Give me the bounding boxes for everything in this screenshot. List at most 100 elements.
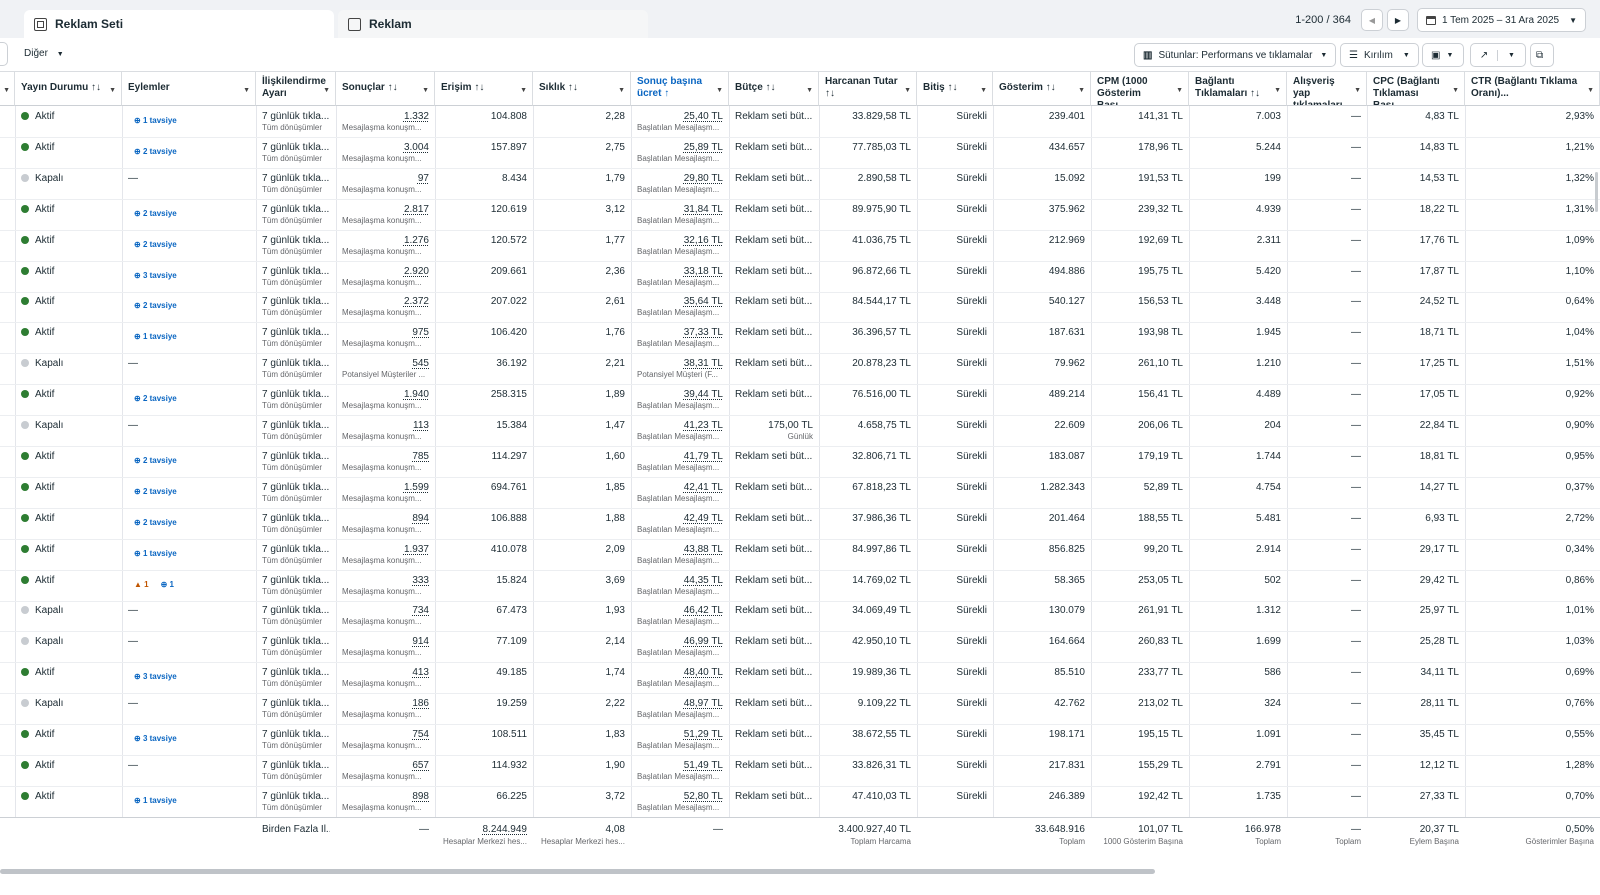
table-row[interactable]: Aktif ⊕ 2 tavsiye 7 günlük tıkla... Tüm dön…	[0, 447, 1600, 478]
table-row[interactable]: Aktif ⊕ 2 tavsiye 7 günlük tıkla... Tüm dön…	[0, 509, 1600, 540]
cell-cpr[interactable]: 41,23 TL	[683, 420, 723, 431]
table-row[interactable]: Aktif ⊕ 2 tavsiye 7 günlük tıkla... Tüm dön…	[0, 200, 1600, 231]
cell-actions[interactable]: ⊕ 2 tavsiye	[134, 239, 244, 251]
cell-cpr[interactable]: 25,40 TL	[683, 111, 723, 122]
cell-actions[interactable]: ⊕ 3 tavsiye	[134, 671, 244, 683]
recommendation-badge[interactable]: ⊕ 2 tavsiye	[134, 209, 177, 218]
table-row[interactable]: Aktif ⊕ 3 tavsiye 7 günlük tıkla... Tüm dön…	[0, 663, 1600, 695]
cell-results[interactable]: 975	[412, 327, 429, 339]
column-header-reach[interactable]: Erişim ↑↓ ▼	[435, 72, 533, 106]
cell-cpr[interactable]: 44,35 TL	[683, 574, 723, 586]
cell-cpr[interactable]: 31,84 TL	[683, 203, 723, 215]
column-header-cpm[interactable]: CPM (1000 Gösterim Başı... ▼	[1091, 72, 1189, 106]
table-row[interactable]: Aktif ⊕ 1 tavsiye 7 günlük tıkla... Tüm dön…	[0, 107, 1600, 138]
table-row[interactable]: Aktif ⊕ 1 tavsiye 7 günlük tıkla... Tüm dön…	[0, 787, 1600, 818]
left-panel-edge[interactable]	[0, 42, 8, 66]
cell-results[interactable]: 898	[412, 790, 429, 802]
cell-results[interactable]: 333	[412, 574, 429, 586]
horizontal-scrollbar[interactable]	[0, 869, 1155, 874]
vertical-scrollbar[interactable]	[1595, 172, 1598, 212]
table-row[interactable]: Kapalı — 7 günlük tıkla... Tüm dönüşümler 11…	[0, 416, 1600, 447]
chart-toggle-button[interactable]: ⧉	[1530, 43, 1554, 67]
cell-results[interactable]: 97	[417, 172, 429, 184]
cell-cpr[interactable]: 42,49 TL	[683, 512, 723, 524]
cell-cpr[interactable]: 35,64 TL	[683, 296, 723, 308]
cell-results[interactable]: 413	[412, 667, 429, 679]
recommendation-badge[interactable]: ⊕ 2 tavsiye	[134, 240, 177, 249]
recommendation-badge[interactable]: ⊕ 2 tavsiye	[134, 301, 177, 310]
recommendation-badge[interactable]: ⊕ 2 tavsiye	[134, 456, 177, 465]
next-page-button[interactable]: ▶	[1386, 9, 1409, 31]
tab-reklam-seti[interactable]: Reklam Seti	[24, 10, 334, 38]
recommendation-badge[interactable]: ⊕ 1 tavsiye	[134, 796, 177, 805]
select-column-header[interactable]: ▼	[0, 72, 15, 106]
table-row[interactable]: Aktif ⊕ 2 tavsiye 7 günlük tıkla... Tüm dön…	[0, 292, 1600, 324]
cell-results[interactable]: 657	[412, 759, 429, 771]
cell-actions[interactable]: ▲ 1 ⊕ 1	[134, 579, 244, 591]
cell-results[interactable]: 1.276	[403, 234, 429, 246]
cell-cpr[interactable]: 48,40 TL	[683, 667, 723, 679]
cell-actions[interactable]: ⊕ 2 tavsiye	[134, 486, 244, 498]
cell-actions[interactable]: ⊕ 1 tavsiye	[134, 115, 244, 127]
recommendation-badge[interactable]: ⊕ 3 tavsiye	[134, 271, 177, 280]
cell-actions[interactable]: ⊕ 2 tavsiye	[134, 455, 244, 467]
cell-results[interactable]: 186	[412, 698, 429, 710]
column-header-ctr[interactable]: CTR (Bağlantı Tıklama Oranı)... ▼	[1465, 72, 1600, 106]
cell-cpr[interactable]: 38,31 TL	[683, 358, 723, 370]
cell-actions[interactable]: ⊕ 2 tavsiye	[134, 208, 244, 220]
column-header-budget[interactable]: Bütçe ↑↓ ▼	[729, 72, 819, 106]
cell-results[interactable]: 2.817	[403, 203, 429, 215]
cell-results[interactable]: 754	[412, 729, 429, 740]
cell-results[interactable]: 3.004	[403, 141, 429, 153]
cell-cpr[interactable]: 29,80 TL	[683, 172, 723, 184]
column-header-actions[interactable]: Eylemler ▼	[122, 72, 256, 106]
cell-results[interactable]: 545	[412, 358, 429, 370]
table-row[interactable]: Aktif ⊕ 3 tavsiye 7 günlük tıkla... Tüm dön…	[0, 262, 1600, 293]
cell-results[interactable]: 1.599	[403, 481, 429, 493]
table-row[interactable]: Aktif — 7 günlük tıkla... Tüm dönüşümler 657…	[0, 756, 1600, 787]
table-row[interactable]: Kapalı — 7 günlük tıkla... Tüm dönüşümler 54…	[0, 354, 1600, 386]
column-header-freq[interactable]: Sıklık ↑↓ ▼	[533, 72, 631, 106]
cell-actions[interactable]: ⊕ 2 tavsiye	[134, 517, 244, 529]
table-row[interactable]: Aktif ⊕ 2 tavsiye 7 günlük tıkla... Tüm dön…	[0, 385, 1600, 417]
cell-actions[interactable]: ⊕ 1 tavsiye	[134, 331, 244, 343]
recommendation-badge[interactable]: ⊕ 3 tavsiye	[134, 734, 177, 743]
cell-cpr[interactable]: 39,44 TL	[683, 389, 723, 401]
recommendation-badge[interactable]: ⊕ 1 tavsiye	[134, 116, 177, 125]
cell-actions[interactable]: ⊕ 1 tavsiye	[134, 548, 244, 560]
cell-cpr[interactable]: 43,88 TL	[683, 543, 723, 555]
cell-actions[interactable]: ⊕ 1 tavsiye	[134, 795, 244, 807]
cell-results[interactable]: 1.940	[403, 389, 429, 401]
column-header-status[interactable]: Yayın Durumu ↑↓ ▼	[15, 72, 122, 106]
recommendation-badge[interactable]: ⊕ 2 tavsiye	[134, 147, 177, 156]
table-row[interactable]: Aktif ⊕ 2 tavsiye 7 günlük tıkla... Tüm dön…	[0, 231, 1600, 262]
diger-dropdown[interactable]: Diğer ▼	[24, 48, 64, 59]
cell-results[interactable]: 785	[412, 450, 429, 462]
cell-actions[interactable]: ⊕ 2 tavsiye	[134, 146, 244, 158]
recommendation-badge[interactable]: ⊕ 1 tavsiye	[134, 332, 177, 341]
cell-cpr[interactable]: 46,99 TL	[683, 636, 723, 648]
cell-results[interactable]: 1.937	[403, 543, 429, 555]
cell-cpr[interactable]: 46,42 TL	[683, 605, 723, 617]
column-header-impr[interactable]: Gösterim ↑↓ ▼	[993, 72, 1091, 106]
table-row[interactable]: Aktif ⊕ 2 tavsiye 7 günlük tıkla... Tüm dön…	[0, 138, 1600, 169]
cell-actions[interactable]: ⊕ 3 tavsiye	[134, 733, 244, 745]
warning-badge[interactable]: ▲ 1	[134, 580, 149, 589]
cell-cpr[interactable]: 32,16 TL	[683, 234, 723, 246]
cell-actions[interactable]: ⊕ 2 tavsiye	[134, 300, 244, 312]
cell-results[interactable]: 734	[412, 605, 429, 617]
table-row[interactable]: Aktif ⊕ 3 tavsiye 7 günlük tıkla... Tüm dön…	[0, 725, 1600, 756]
export-button[interactable]: ↗ ▼	[1470, 43, 1526, 67]
table-row[interactable]: Kapalı — 7 günlük tıkla... Tüm dönüşümler 73…	[0, 601, 1600, 633]
cell-actions[interactable]: ⊕ 2 tavsiye	[134, 393, 244, 405]
cell-results[interactable]: 1.332	[403, 111, 429, 122]
column-header-end[interactable]: Bitiş ↑↓ ▼	[917, 72, 993, 106]
column-header-shop[interactable]: Alışveriş yap tıklamaları... ▼	[1287, 72, 1367, 106]
table-row[interactable]: Aktif ⊕ 1 tavsiye 7 günlük tıkla... Tüm dön…	[0, 540, 1600, 571]
cell-results[interactable]: 894	[412, 512, 429, 524]
recommendation-badge[interactable]: ⊕ 2 tavsiye	[134, 487, 177, 496]
column-header-attr[interactable]: İlişkilendirme Ayarı ▼	[256, 72, 336, 106]
cell-results[interactable]: 2.372	[403, 296, 429, 308]
column-header-clicks[interactable]: Bağlantı Tıklamaları ↑↓ ▼	[1189, 72, 1287, 106]
